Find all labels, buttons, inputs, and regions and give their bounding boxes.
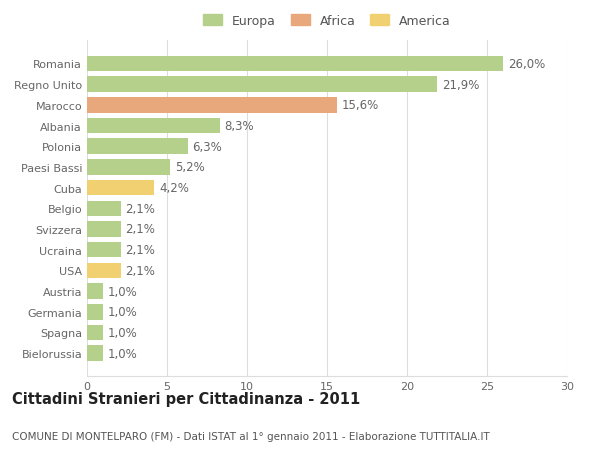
Bar: [87, 242, 121, 258]
Text: 26,0%: 26,0%: [508, 58, 545, 71]
Text: 8,3%: 8,3%: [224, 120, 254, 133]
Text: 5,2%: 5,2%: [175, 161, 205, 174]
Text: 6,3%: 6,3%: [193, 140, 223, 153]
Text: 1,0%: 1,0%: [108, 285, 137, 298]
Text: COMUNE DI MONTELPARO (FM) - Dati ISTAT al 1° gennaio 2011 - Elaborazione TUTTITA: COMUNE DI MONTELPARO (FM) - Dati ISTAT a…: [12, 431, 490, 441]
Bar: [87, 325, 103, 341]
Bar: [87, 56, 503, 72]
Bar: [87, 118, 220, 134]
Text: 2,1%: 2,1%: [125, 223, 155, 236]
Bar: [87, 77, 437, 93]
Text: 2,1%: 2,1%: [125, 264, 155, 277]
Bar: [87, 160, 170, 175]
Text: 15,6%: 15,6%: [341, 99, 379, 112]
Bar: [87, 139, 188, 155]
Bar: [87, 304, 103, 320]
Text: Cittadini Stranieri per Cittadinanza - 2011: Cittadini Stranieri per Cittadinanza - 2…: [12, 391, 360, 406]
Text: 1,0%: 1,0%: [108, 306, 137, 319]
Text: 4,2%: 4,2%: [159, 182, 189, 195]
Bar: [87, 98, 337, 113]
Bar: [87, 263, 121, 279]
Text: 2,1%: 2,1%: [125, 244, 155, 257]
Bar: [87, 284, 103, 299]
Bar: [87, 180, 154, 196]
Text: 1,0%: 1,0%: [108, 326, 137, 339]
Bar: [87, 222, 121, 237]
Bar: [87, 346, 103, 361]
Legend: Europa, Africa, America: Europa, Africa, America: [199, 11, 455, 32]
Text: 2,1%: 2,1%: [125, 202, 155, 215]
Text: 1,0%: 1,0%: [108, 347, 137, 360]
Bar: [87, 201, 121, 217]
Text: 21,9%: 21,9%: [442, 78, 479, 91]
